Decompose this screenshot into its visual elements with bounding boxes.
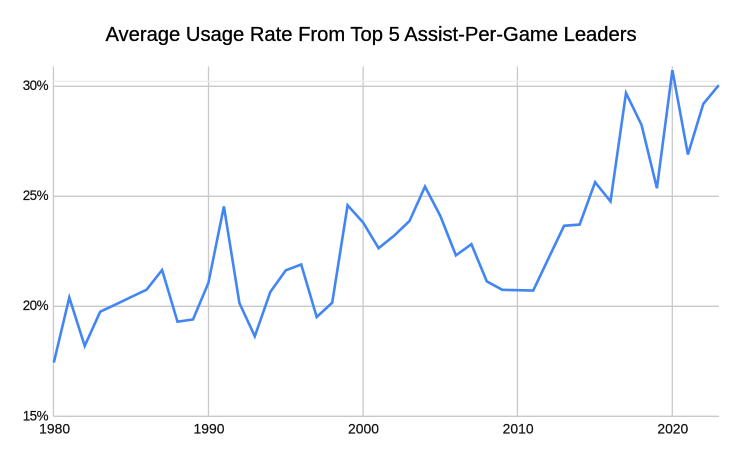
svg-text:30%: 30% (23, 78, 49, 93)
svg-text:1990: 1990 (194, 421, 225, 437)
svg-text:25%: 25% (23, 188, 49, 203)
svg-text:15%: 15% (23, 408, 49, 423)
svg-text:2010: 2010 (503, 421, 534, 437)
svg-text:1980: 1980 (39, 421, 70, 437)
svg-text:2000: 2000 (348, 421, 379, 437)
svg-text:2020: 2020 (657, 421, 688, 437)
svg-text:20%: 20% (23, 298, 49, 313)
